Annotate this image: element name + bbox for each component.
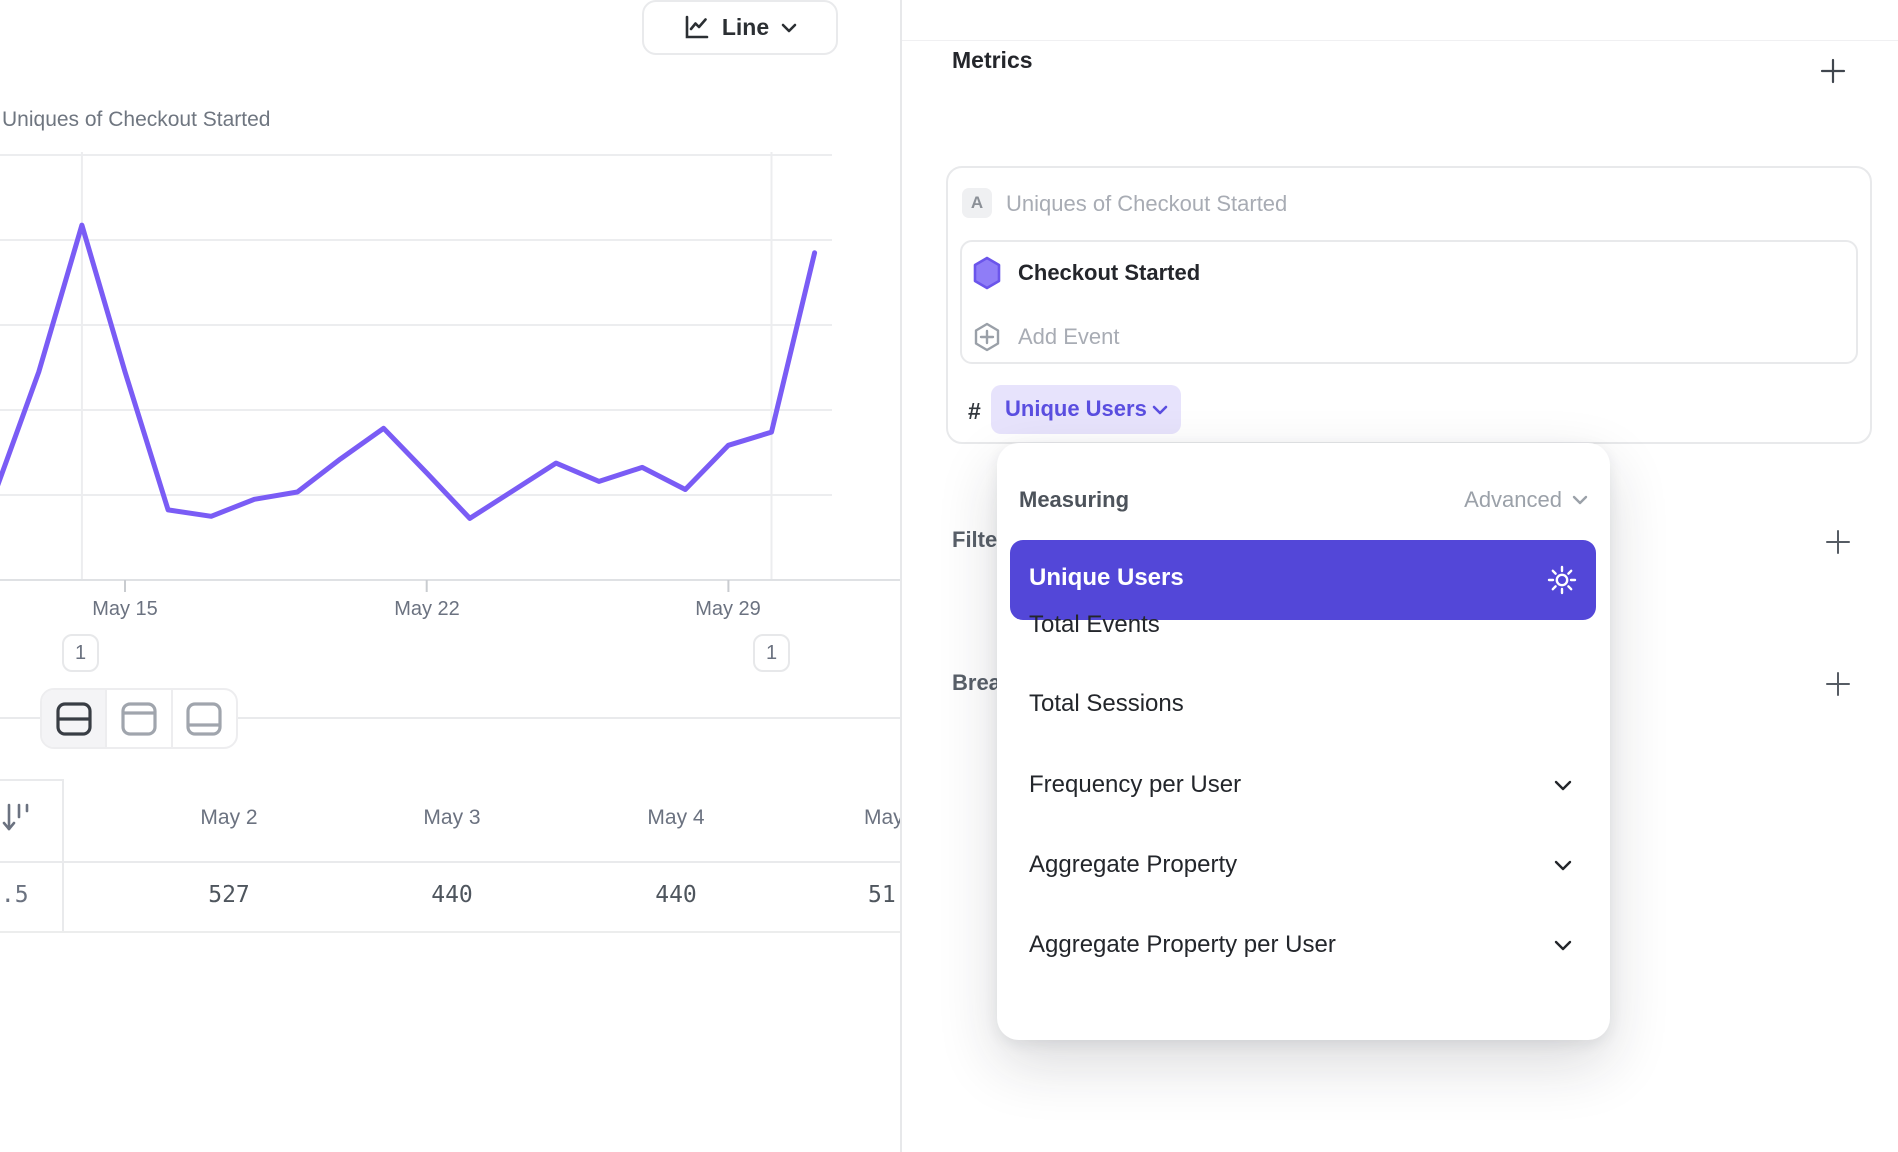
line-chart-icon bbox=[683, 14, 710, 41]
chevron-down-icon bbox=[1554, 780, 1572, 791]
chevron-down-icon bbox=[1554, 860, 1572, 871]
add-event-icon bbox=[973, 322, 1001, 352]
measuring-popover: Measuring Advanced Unique Users bbox=[997, 443, 1610, 1040]
metric-name[interactable]: Uniques of Checkout Started bbox=[1006, 191, 1288, 216]
add-breakdown-button[interactable] bbox=[1825, 671, 1851, 697]
table-row-header: 0.5 bbox=[0, 882, 29, 908]
event-name[interactable]: Checkout Started bbox=[1018, 260, 1201, 285]
menu-item-label: Aggregate Property bbox=[1029, 851, 1238, 878]
metrics-section-title: Metrics bbox=[952, 47, 1033, 73]
layout-split-view-button[interactable] bbox=[42, 690, 106, 747]
metric-letter-badge: A bbox=[962, 188, 992, 218]
plus-icon bbox=[1820, 58, 1846, 84]
table-row-border bbox=[0, 931, 900, 933]
menu-item-label: Frequency per User bbox=[1029, 771, 1242, 798]
chart-panel: Line Uniques of Checkout Started May 15 … bbox=[0, 0, 900, 1152]
menu-item-label: Total Events bbox=[1029, 611, 1160, 638]
series-count-badge-left[interactable]: 1 bbox=[62, 634, 99, 672]
chart-type-label: Line bbox=[721, 14, 770, 40]
chart-type-button[interactable]: Line bbox=[642, 0, 838, 55]
add-filter-button[interactable] bbox=[1825, 529, 1851, 555]
table-cell: 440 bbox=[655, 882, 697, 908]
chevron-down-icon bbox=[1572, 495, 1588, 505]
plus-icon bbox=[1826, 530, 1850, 554]
measuring-mode-dropdown[interactable]: Advanced bbox=[1464, 487, 1588, 513]
menu-item-total-events[interactable]: Total Events bbox=[1010, 590, 1596, 662]
table-cell: 440 bbox=[431, 882, 473, 908]
event-hexagon-icon bbox=[972, 256, 1002, 290]
measure-prefix: # bbox=[968, 398, 981, 424]
event-list-card: Checkout Started Add Event bbox=[960, 240, 1858, 364]
table-header-cell[interactable]: May 3 bbox=[423, 806, 481, 829]
measured-as-dropdown[interactable]: Unique Users bbox=[991, 385, 1181, 434]
chevron-down-icon bbox=[1554, 940, 1572, 951]
chevron-down-icon bbox=[781, 23, 797, 33]
table-header-border bbox=[0, 861, 900, 863]
menu-item-total-sessions[interactable]: Total Sessions bbox=[1010, 669, 1596, 741]
measured-as-value: Unique Users bbox=[1005, 396, 1147, 421]
table-header-cell[interactable]: May bbox=[864, 806, 900, 829]
series-count-badge-right[interactable]: 1 bbox=[753, 634, 790, 672]
table-cell: 527 bbox=[208, 882, 250, 908]
chevron-down-icon bbox=[1152, 405, 1168, 415]
metric-card: A Uniques of Checkout Started Checkout S… bbox=[946, 166, 1872, 444]
panel-top-icon bbox=[120, 701, 158, 737]
layout-table-only-button[interactable] bbox=[170, 690, 236, 747]
menu-item-label: Aggregate Property per User bbox=[1029, 931, 1336, 958]
measuring-label: Measuring bbox=[1019, 487, 1130, 512]
measuring-mode-value: Advanced bbox=[1464, 487, 1562, 512]
menu-item-unique-users-selected[interactable]: Unique Users bbox=[1010, 540, 1596, 620]
plus-icon bbox=[1826, 672, 1850, 696]
sort-descending-icon[interactable] bbox=[2, 800, 32, 838]
table-cell: 51 bbox=[868, 882, 896, 908]
layout-segmented-control bbox=[40, 688, 238, 749]
menu-item-aggregate-property-per-user[interactable]: Aggregate Property per User bbox=[1010, 910, 1596, 982]
menu-item-label: Unique Users bbox=[1029, 564, 1184, 591]
table-header-cell[interactable]: May 4 bbox=[647, 806, 705, 829]
table-border-top bbox=[0, 779, 63, 781]
add-metric-button[interactable] bbox=[1820, 58, 1846, 84]
table-header-cell[interactable]: May 2 bbox=[200, 806, 258, 829]
layout-chart-only-button[interactable] bbox=[105, 690, 170, 747]
section-divider bbox=[0, 717, 900, 719]
line-chart[interactable] bbox=[0, 145, 900, 605]
table-column-separator bbox=[62, 779, 64, 932]
x-tick-may-22: May 22 bbox=[394, 598, 460, 620]
split-rows-icon bbox=[55, 701, 93, 737]
panel-bottom-icon bbox=[185, 701, 223, 737]
add-event-button[interactable]: Add Event bbox=[1018, 324, 1120, 349]
panel-top-divider bbox=[902, 40, 1898, 41]
menu-item-frequency-per-user[interactable]: Frequency per User bbox=[1010, 750, 1596, 822]
x-tick-may-15: May 15 bbox=[92, 598, 158, 620]
query-builder-panel: Metrics A Uniques of Checkout Started Ch… bbox=[900, 0, 1898, 1152]
chart-title: Uniques of Checkout Started bbox=[2, 108, 271, 131]
gear-icon[interactable] bbox=[1546, 564, 1578, 596]
x-tick-may-29: May 29 bbox=[695, 598, 761, 620]
menu-item-aggregate-property[interactable]: Aggregate Property bbox=[1010, 830, 1596, 902]
menu-item-label: Total Sessions bbox=[1029, 690, 1184, 717]
